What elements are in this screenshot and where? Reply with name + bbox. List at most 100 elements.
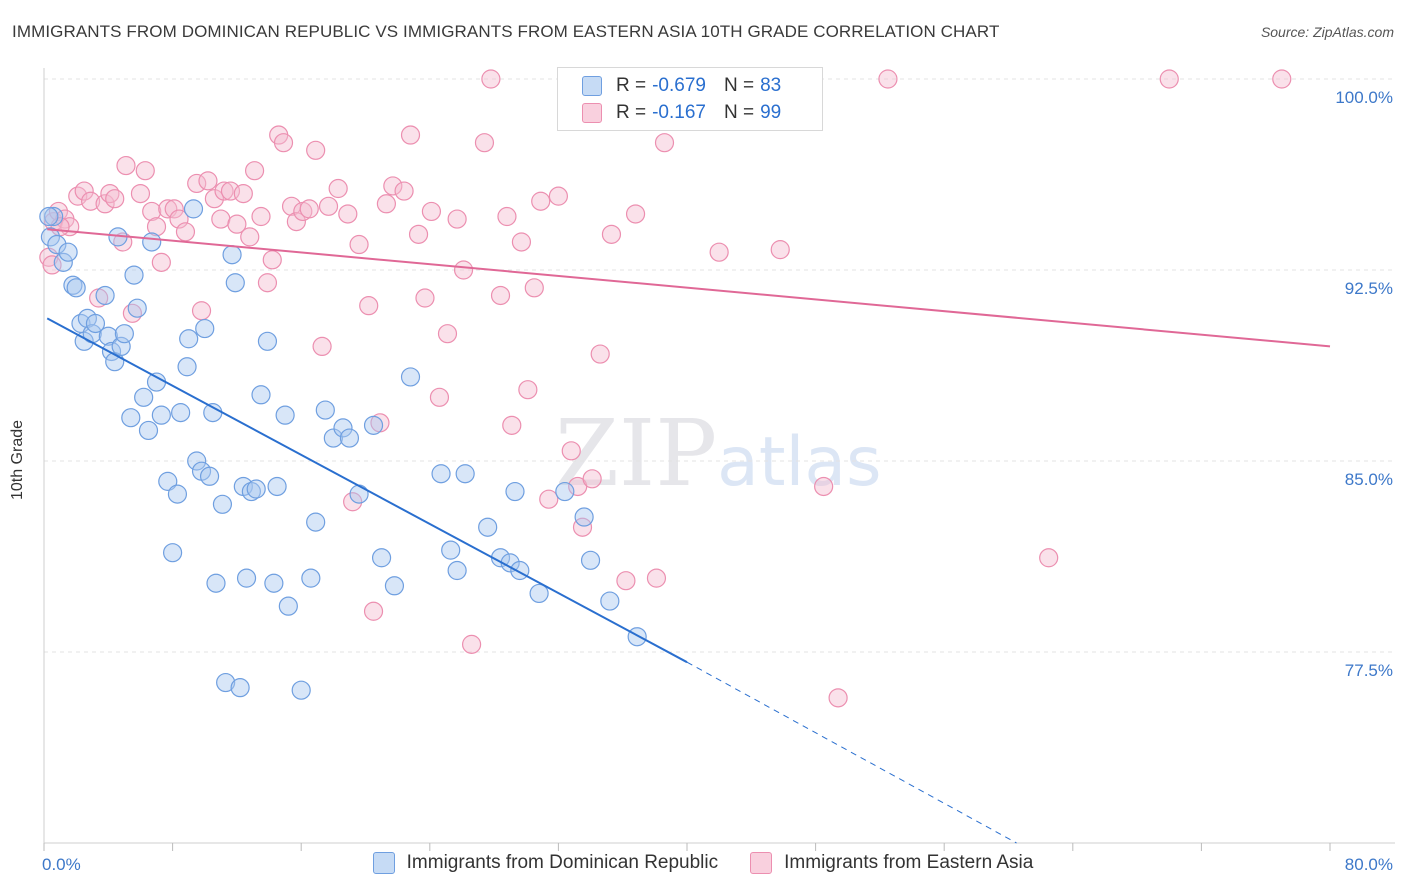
data-point [505, 481, 525, 502]
data-point [262, 250, 282, 270]
data-point [318, 196, 339, 216]
data-point [524, 278, 544, 298]
data-point [211, 209, 231, 229]
legend-n-value: 83 [760, 75, 782, 96]
data-point [199, 466, 220, 486]
data-point [478, 517, 498, 537]
data-point [421, 201, 442, 222]
data-point [44, 206, 64, 227]
legend-r-label: R = [616, 102, 647, 123]
trend-lines [46, 228, 1331, 844]
data-point [555, 481, 575, 502]
legend-n-label: N = [723, 102, 755, 123]
data-point [236, 568, 257, 588]
data-point [39, 206, 59, 227]
data-point [267, 476, 287, 497]
data-point [134, 387, 154, 407]
data-point [1039, 548, 1059, 568]
source-label: Source: ZipAtlas.com [1260, 24, 1394, 40]
data-point [312, 336, 332, 356]
data-point [116, 155, 136, 176]
legend-item-eastern-asia: Immigrants from Eastern Asia [750, 852, 1033, 874]
data-point [814, 476, 834, 497]
data-point [74, 181, 94, 201]
data-point [171, 403, 191, 423]
data-point [146, 372, 167, 392]
legend-swatch-blue [372, 852, 395, 874]
data-point [878, 69, 898, 89]
data-point [68, 186, 88, 206]
x-tick-label-right: 80.0% [1345, 855, 1393, 874]
data-point [770, 240, 790, 260]
data-point [151, 405, 171, 425]
data-point [111, 336, 131, 356]
data-point [383, 176, 403, 196]
trend-line-dominican [46, 317, 688, 664]
data-point [455, 464, 475, 484]
data-point [625, 204, 646, 224]
data-point [315, 400, 335, 420]
data-point [447, 209, 467, 229]
data-point [40, 227, 61, 247]
data-point [158, 471, 178, 491]
y-tick-label-3: 77.5% [1345, 661, 1393, 680]
data-point [349, 234, 369, 255]
data-point [42, 255, 62, 275]
data-point [195, 318, 215, 339]
series-legend: Immigrants from Dominican Republic Immig… [0, 852, 1406, 874]
data-point [142, 201, 162, 222]
data-point [230, 678, 250, 698]
data-point [627, 627, 647, 647]
watermark-atlas: atlas [717, 423, 882, 502]
data-point [114, 324, 134, 344]
data-point [58, 242, 78, 262]
data-point [447, 560, 467, 581]
chart-title: IMMIGRANTS FROM DOMINICAN REPUBLIC VS IM… [12, 22, 1000, 41]
data-point [323, 428, 343, 448]
data-point [164, 199, 184, 219]
data-point [338, 204, 358, 224]
data-point [198, 171, 218, 191]
data-point [66, 278, 86, 298]
data-point [142, 232, 162, 252]
legend-swatch-pink [750, 852, 773, 874]
data-point [179, 329, 199, 349]
data-point [227, 214, 247, 234]
legend-r-value: -0.679 [652, 75, 706, 96]
series-dominican-points [39, 199, 647, 700]
data-point [225, 273, 245, 293]
watermark: ZIPatlas [555, 400, 882, 507]
data-point [502, 415, 522, 435]
data-point [441, 540, 461, 560]
data-point [212, 494, 233, 514]
series-eastern-asia-points [39, 69, 1292, 708]
data-point [264, 573, 284, 593]
data-point [273, 133, 294, 153]
data-point [95, 285, 115, 306]
data-point [246, 479, 266, 499]
data-point [518, 380, 538, 400]
data-point [474, 133, 495, 153]
data-point [257, 331, 278, 351]
data-point [187, 451, 207, 471]
legend-label-dominican: Immigrants from Dominican Republic [406, 852, 719, 873]
data-point [415, 288, 435, 308]
data-point [828, 688, 848, 708]
data-point [124, 265, 144, 285]
data-point [127, 298, 147, 318]
data-point [453, 260, 474, 280]
data-point [654, 133, 675, 153]
data-point [511, 232, 532, 252]
data-point [98, 326, 118, 346]
watermark-zip: ZIP [555, 400, 718, 507]
data-point [574, 507, 594, 527]
trend-line-eastern-asia [47, 228, 1331, 348]
data-point [301, 568, 321, 588]
data-point [359, 296, 379, 316]
data-point [429, 387, 450, 407]
data-point [580, 550, 601, 570]
data-point [63, 275, 83, 295]
data-point [529, 583, 549, 604]
data-point [561, 441, 581, 461]
data-point [222, 245, 242, 265]
